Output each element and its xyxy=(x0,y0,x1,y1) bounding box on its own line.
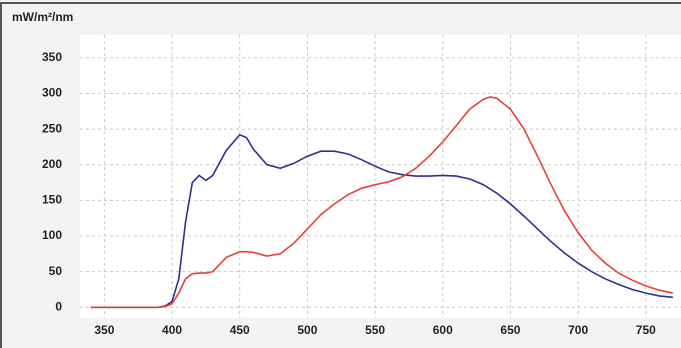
x-tick-label: 700 xyxy=(568,323,588,337)
y-tick-label: 0 xyxy=(55,299,62,313)
x-tick-label: 600 xyxy=(433,323,453,337)
x-tick-label: 650 xyxy=(500,323,520,337)
x-tick-label: 350 xyxy=(94,323,114,337)
y-tick-label: 100 xyxy=(42,228,62,242)
x-tick-label: 550 xyxy=(365,323,385,337)
y-tick-label: 300 xyxy=(42,86,62,100)
plot-area xyxy=(80,35,681,318)
series-line xyxy=(90,96,674,309)
x-tick-label: 750 xyxy=(636,323,656,337)
chart-title: mW/m²/nm xyxy=(12,10,73,24)
y-tick-label: 150 xyxy=(42,193,62,207)
x-tick-label: 500 xyxy=(297,323,317,337)
y-tick-label: 200 xyxy=(42,157,62,171)
x-tick-label: 450 xyxy=(230,323,250,337)
series-line xyxy=(90,133,673,309)
y-tick-label: 250 xyxy=(42,121,62,135)
y-tick-label: 50 xyxy=(49,264,63,278)
y-tick-label: 350 xyxy=(42,50,62,64)
x-tick-label: 400 xyxy=(162,323,182,337)
